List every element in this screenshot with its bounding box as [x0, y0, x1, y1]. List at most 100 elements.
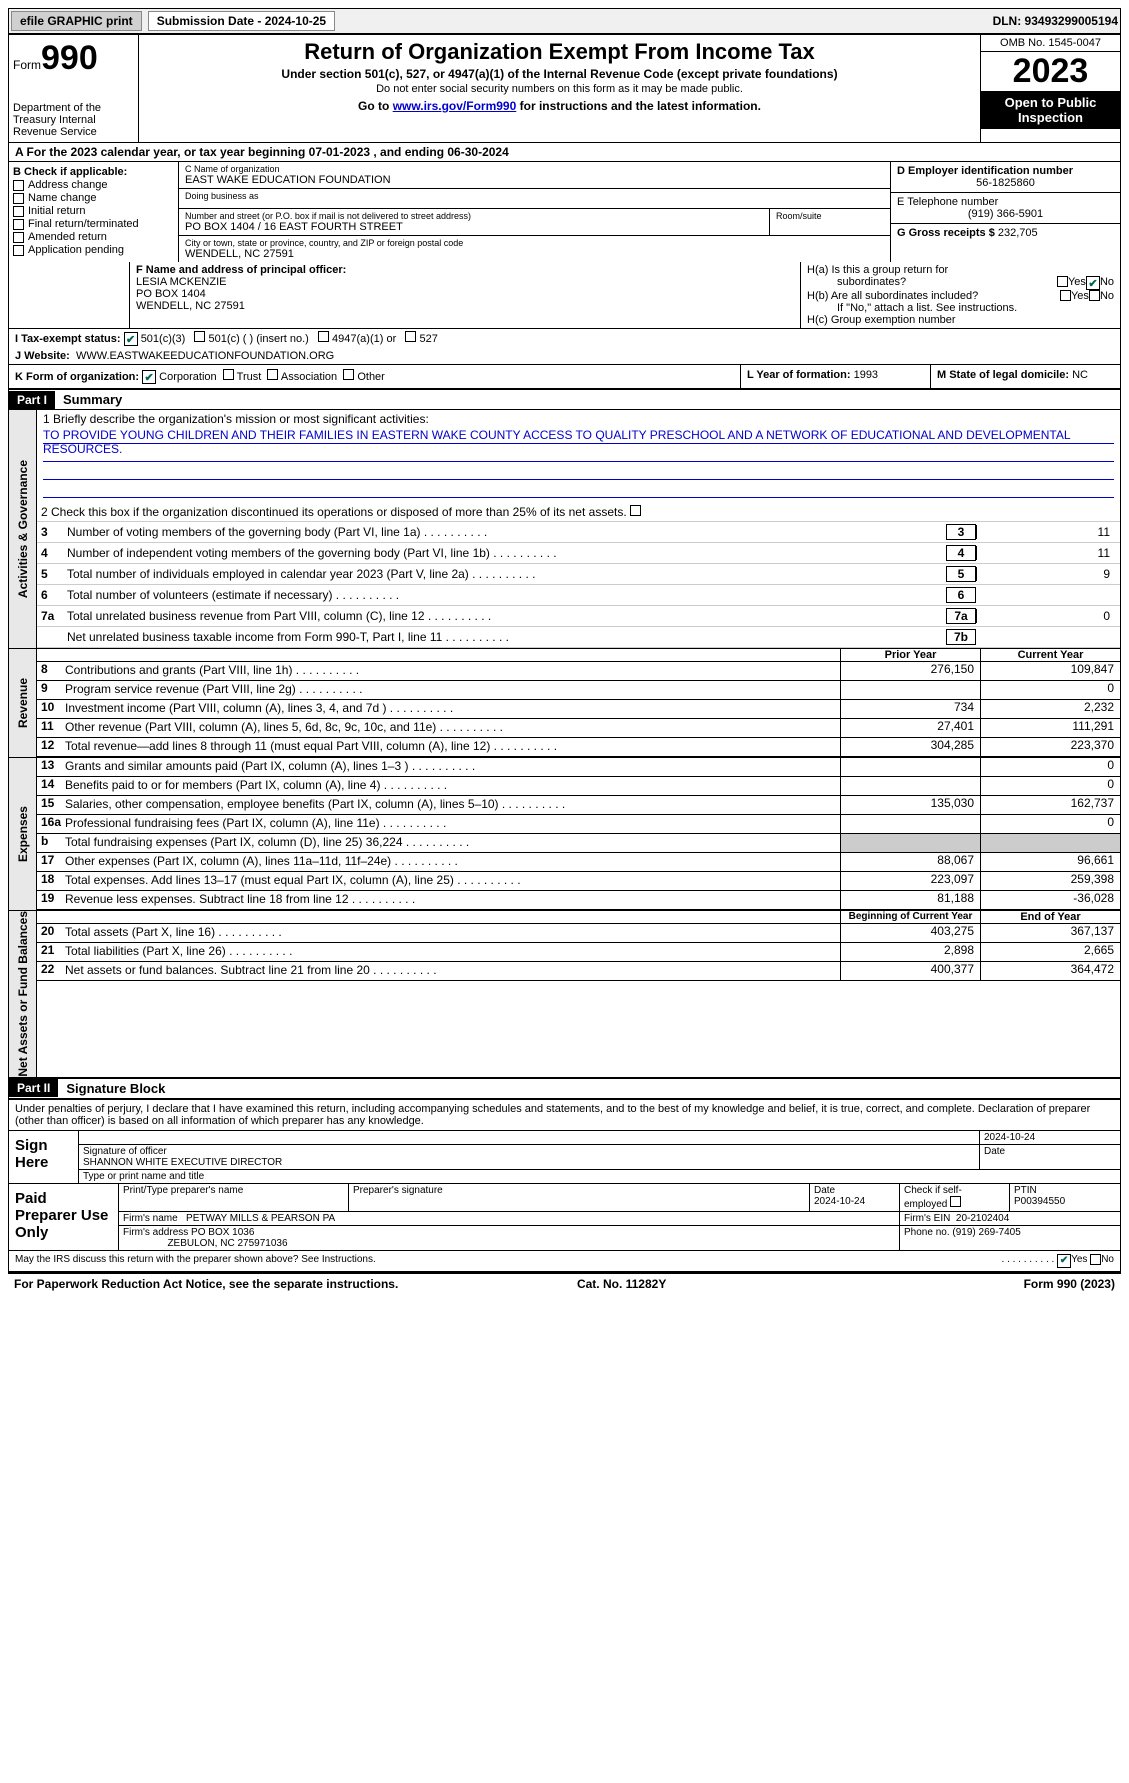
topbar: efile GRAPHIC print Submission Date - 20… — [8, 8, 1121, 34]
current-year-hdr: Current Year — [980, 649, 1120, 661]
city-value: WENDELL, NC 27591 — [185, 248, 884, 260]
state-domicile: NC — [1072, 369, 1088, 381]
paperwork-notice: For Paperwork Reduction Act Notice, see … — [14, 1277, 398, 1291]
row-a-tax-year: A For the 2023 calendar year, or tax yea… — [8, 143, 1121, 162]
part-ii-title: Signature Block — [58, 1079, 173, 1098]
begin-year-hdr: Beginning of Current Year — [840, 911, 980, 923]
open-to-public: Open to Public Inspection — [981, 91, 1120, 129]
efile-print-button[interactable]: efile GRAPHIC print — [11, 11, 142, 31]
firm-addr: PO BOX 1036 — [191, 1227, 254, 1238]
subtitle-2: Do not enter social security numbers on … — [147, 83, 972, 95]
year-formation: 1993 — [854, 369, 878, 381]
officer-sig: SHANNON WHITE EXECUTIVE DIRECTOR — [83, 1157, 975, 1168]
end-year-hdr: End of Year — [980, 911, 1120, 923]
form-number: 990 — [41, 39, 98, 77]
part-ii-label: Part II — [9, 1079, 58, 1097]
hb-no[interactable] — [1089, 290, 1100, 301]
chk-other[interactable] — [343, 369, 354, 380]
self-employed-check: Check if self-employed — [900, 1184, 1010, 1211]
sig-date: 2024-10-24 — [980, 1131, 1120, 1144]
hb-note: If "No," attach a list. See instructions… — [807, 302, 1114, 314]
form-org-label: K Form of organization: — [15, 371, 139, 383]
website-value: WWW.EASTWAKEEDUCATIONFOUNDATION.ORG — [76, 350, 334, 362]
vtab-na: Net Assets or Fund Balances — [16, 911, 30, 1077]
chk-501c[interactable] — [194, 331, 205, 342]
chk-527[interactable] — [405, 331, 416, 342]
expenses-section: Expenses 13Grants and similar amounts pa… — [8, 758, 1121, 911]
street-label: Number and street (or P.O. box if mail i… — [185, 211, 763, 221]
chk-assoc[interactable] — [267, 369, 278, 380]
officer-addr1: PO BOX 1404 — [136, 288, 794, 300]
chk-name[interactable] — [13, 193, 24, 204]
chk-address[interactable] — [13, 180, 24, 191]
gross-value: 232,705 — [998, 227, 1038, 239]
form-title: Return of Organization Exempt From Incom… — [147, 39, 972, 65]
tax-exempt-label: I Tax-exempt status: — [15, 333, 121, 345]
vtab-rev: Revenue — [16, 678, 30, 728]
discuss-label: May the IRS discuss this return with the… — [15, 1254, 1002, 1268]
form-header: Form990 Department of the Treasury Inter… — [8, 34, 1121, 143]
room-label: Room/suite — [776, 211, 884, 221]
row-fh: F Name and address of principal officer:… — [8, 262, 1121, 329]
website-label: J Website: — [15, 350, 70, 362]
chk-pending[interactable] — [13, 245, 24, 256]
part-i-header: Part I Summary — [8, 389, 1121, 410]
chk-501c3[interactable]: ✔ — [124, 332, 138, 346]
gross-label: G Gross receipts $ — [897, 227, 995, 239]
signature-block: Under penalties of perjury, I declare th… — [8, 1099, 1121, 1273]
instructions-link-row: Go to www.irs.gov/Form990 for instructio… — [147, 99, 972, 113]
ptin: P00394550 — [1014, 1196, 1065, 1207]
activities-governance: Activities & Governance 1 Briefly descri… — [8, 410, 1121, 649]
officer-name: LESIA MCKENZIE — [136, 276, 794, 288]
netassets-section: Net Assets or Fund Balances Beginning of… — [8, 911, 1121, 1078]
street-value: PO BOX 1404 / 16 EAST FOURTH STREET — [185, 221, 763, 233]
hb-label: H(b) Are all subordinates included? — [807, 290, 1060, 302]
part-ii-header: Part II Signature Block — [8, 1078, 1121, 1099]
part-i-label: Part I — [9, 391, 55, 409]
prep-date: 2024-10-24 — [814, 1196, 865, 1207]
dln: DLN: 93493299005194 — [993, 14, 1118, 28]
chk-4947[interactable] — [318, 331, 329, 342]
mission-label: 1 Briefly describe the organization's mi… — [43, 412, 1114, 426]
form-ref: Form 990 (2023) — [1024, 1277, 1115, 1291]
firm-phone: (919) 269-7405 — [952, 1227, 1020, 1238]
hb-yes[interactable] — [1060, 290, 1071, 301]
omb-number: OMB No. 1545-0047 — [981, 35, 1120, 52]
line-2: 2 Check this box if the organization dis… — [41, 505, 1116, 519]
chk-final[interactable] — [13, 219, 24, 230]
hc-label: H(c) Group exemption number — [807, 314, 1114, 326]
irs-link[interactable]: www.irs.gov/Form990 — [393, 99, 517, 113]
vtab-ag: Activities & Governance — [16, 460, 30, 598]
phone-label: E Telephone number — [897, 196, 1114, 208]
perjury-declaration: Under penalties of perjury, I declare th… — [9, 1100, 1120, 1131]
dba-label: Doing business as — [185, 191, 884, 201]
chk-trust[interactable] — [223, 369, 234, 380]
tax-year: 2023 — [981, 52, 1120, 91]
city-label: City or town, state or province, country… — [185, 238, 884, 248]
phone-value: (919) 366-5901 — [897, 208, 1114, 220]
firm-name: PETWAY MILLS & PEARSON PA — [186, 1213, 335, 1224]
part-i-title: Summary — [55, 390, 130, 409]
firm-ein: 20-2102404 — [956, 1213, 1009, 1224]
chk-amended[interactable] — [13, 232, 24, 243]
ein-label: D Employer identification number — [897, 165, 1114, 177]
discuss-yes[interactable]: ✔ — [1057, 1254, 1071, 1268]
chk-corp[interactable]: ✔ — [142, 370, 156, 384]
form-label: Form — [13, 58, 41, 72]
vtab-exp: Expenses — [16, 806, 30, 862]
firm-addr2: ZEBULON, NC 275971036 — [167, 1238, 287, 1249]
sign-here-label: Sign Here — [9, 1131, 79, 1183]
officer-label: F Name and address of principal officer: — [136, 264, 794, 276]
mission-text: TO PROVIDE YOUNG CHILDREN AND THEIR FAMI… — [43, 428, 1114, 444]
discuss-no[interactable] — [1090, 1254, 1101, 1265]
ein-value: 56-1825860 — [897, 177, 1114, 189]
dept-treasury: Department of the Treasury Internal Reve… — [13, 102, 134, 138]
footer: For Paperwork Reduction Act Notice, see … — [8, 1273, 1121, 1294]
ha-no[interactable]: ✔ — [1086, 276, 1100, 290]
chk-initial[interactable] — [13, 206, 24, 217]
chk-discontinued[interactable] — [630, 505, 641, 516]
prior-year-hdr: Prior Year — [840, 649, 980, 661]
ha-yes[interactable] — [1057, 276, 1068, 287]
section-bcd: B Check if applicable: Address change Na… — [8, 162, 1121, 262]
submission-date: Submission Date - 2024-10-25 — [148, 11, 335, 31]
